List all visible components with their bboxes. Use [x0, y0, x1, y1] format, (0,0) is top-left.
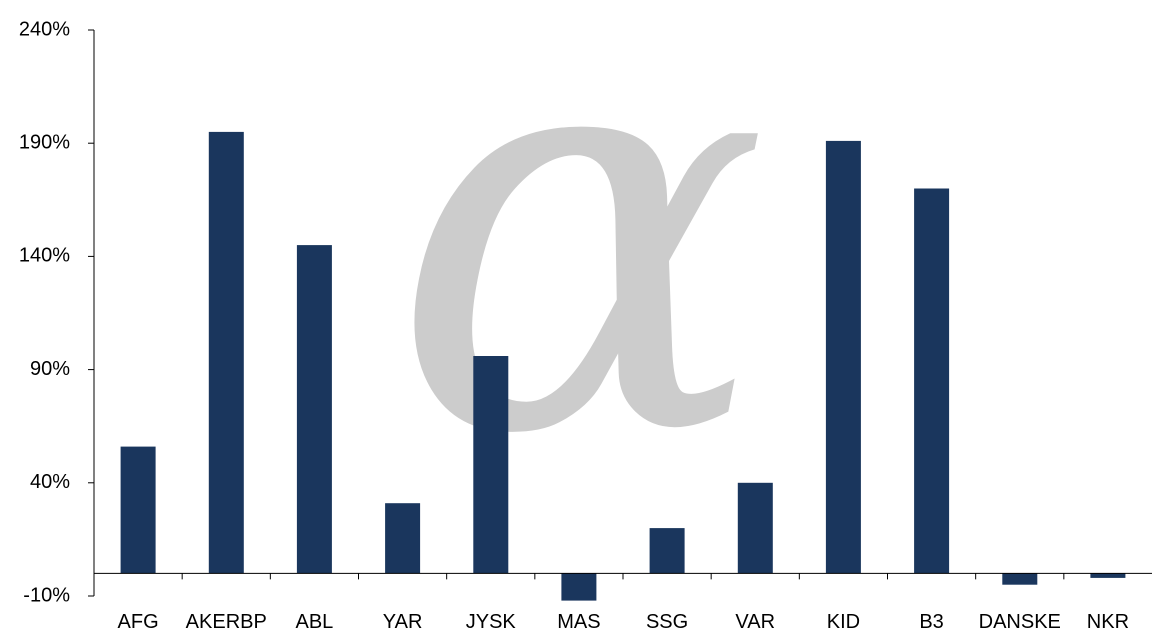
- bar-danske: [1002, 573, 1038, 585]
- bar-kid: [825, 140, 861, 574]
- y-tick-label: 90%: [30, 358, 70, 380]
- bar-var: [737, 482, 773, 574]
- x-tick-label: ABL: [296, 611, 334, 631]
- x-tick-label: AKERBP: [186, 611, 267, 631]
- x-tick-label: JYSK: [466, 611, 517, 631]
- bar-nkr: [1090, 573, 1126, 578]
- bar-akerbp: [208, 131, 244, 574]
- x-tick-label: AFG: [118, 611, 159, 631]
- y-tick-label: -10%: [23, 584, 70, 606]
- bar-b3: [914, 188, 950, 574]
- bars-group: [120, 131, 1126, 601]
- y-tick-label: 190%: [19, 131, 70, 153]
- bar-yar: [385, 503, 421, 574]
- x-tick-label: B3: [919, 611, 943, 631]
- y-tick-label: 40%: [30, 471, 70, 493]
- x-tick-label: NKR: [1087, 611, 1129, 631]
- bar-ssg: [649, 528, 685, 574]
- bar-abl: [296, 245, 332, 574]
- y-ticks-group: -10% 40% 90% 140% 190% 240%: [19, 18, 94, 606]
- x-tick-label: SSG: [646, 611, 688, 631]
- bar-jysk: [473, 356, 509, 574]
- y-tick-label: 140%: [19, 245, 70, 267]
- alpha-watermark: α: [391, 0, 769, 558]
- x-tick-label: VAR: [735, 611, 775, 631]
- y-tick-label: 240%: [19, 18, 70, 40]
- x-tick-label: MAS: [557, 611, 600, 631]
- x-tick-label: DANSKE: [979, 611, 1061, 631]
- x-tick-label: YAR: [383, 611, 423, 631]
- x-tick-label: KID: [827, 611, 860, 631]
- bar-afg: [120, 446, 156, 574]
- x-ticks-group: AFG AKERBP ABL YAR JYSK MAS SSG VAR KID B3 DANSKE N…: [118, 573, 1129, 631]
- bar-mas: [561, 573, 597, 601]
